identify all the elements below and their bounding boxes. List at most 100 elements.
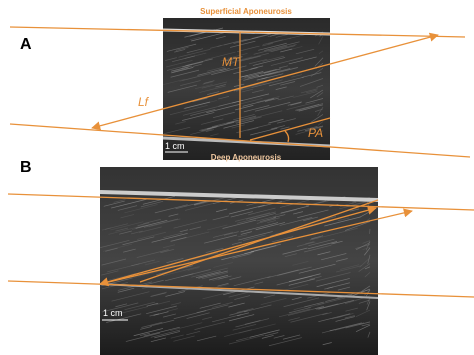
texture-streak [165, 291, 186, 297]
texture-streak [196, 304, 229, 314]
texture-streak [228, 334, 265, 345]
texture-streak [321, 329, 335, 334]
texture-streak [122, 313, 142, 319]
texture-streak [288, 306, 312, 314]
texture-streak [318, 313, 351, 323]
texture-streak [344, 315, 355, 319]
texture-streak [199, 302, 221, 309]
mt-label: MT [222, 55, 241, 69]
scale-label: 1 cm [165, 141, 185, 151]
texture-streak [212, 314, 242, 323]
texture-streak [334, 322, 365, 331]
texture-streak [335, 316, 356, 322]
texture-streak [268, 337, 302, 347]
texture-streak [288, 317, 300, 321]
texture-streak [291, 296, 302, 301]
deep-line [9, 123, 471, 158]
texture-streak [117, 287, 135, 293]
texture-streak [101, 302, 139, 313]
texture-streak [133, 328, 164, 337]
texture-streak [249, 329, 280, 338]
texture-streak [151, 291, 168, 297]
texture-streak [186, 312, 210, 319]
texture-streak [153, 311, 169, 316]
texture-streak [232, 323, 257, 331]
texture-streak [316, 303, 339, 310]
panel-label: A [20, 36, 32, 53]
texture-streak [337, 286, 351, 291]
fascicle-arrow [99, 208, 413, 285]
texture-streak [194, 321, 225, 330]
texture-streak [228, 314, 255, 322]
texture-streak [224, 329, 252, 337]
texture-streak [287, 306, 323, 316]
angle-arc [284, 130, 290, 143]
texture-streak [141, 321, 163, 328]
texture-streak [264, 332, 279, 337]
texture-streak [318, 299, 355, 310]
texture-streak [170, 322, 203, 332]
texture-streak [355, 309, 371, 317]
lf-label: Lf [138, 95, 150, 109]
texture-streak [154, 331, 181, 339]
texture-streak [196, 335, 217, 342]
texture-streak [236, 308, 254, 313]
deep-line [7, 280, 474, 298]
texture-streak [229, 310, 248, 316]
texture-streak [124, 301, 155, 311]
texture-streak [319, 130, 324, 135]
superficial-label: Superficial Aponeurosis [200, 7, 292, 16]
texture-streak [210, 133, 219, 137]
texture-streak [212, 302, 233, 308]
texture-streak [115, 303, 128, 308]
texture-streak [113, 199, 126, 203]
texture-streak [260, 297, 287, 306]
texture-streak [170, 334, 184, 339]
texture-streak [155, 300, 171, 306]
texture-streak [163, 313, 176, 318]
texture-streak [282, 334, 301, 340]
pa-label: PA [308, 126, 323, 140]
texture-streak [202, 290, 236, 300]
texture-streak [235, 337, 249, 342]
texture-streak [111, 291, 150, 302]
deep-label: Deep Aponeurosis [211, 153, 282, 162]
texture-streak [140, 332, 150, 336]
texture-streak [150, 319, 175, 327]
scale-label: 1 cm [103, 308, 123, 318]
texture-streak [322, 312, 332, 316]
texture-streak [150, 292, 166, 298]
texture-streak [367, 331, 371, 338]
texture-streak [173, 335, 195, 342]
texture-streak [103, 200, 125, 207]
fascicle-arrow [91, 32, 439, 131]
texture-streak [235, 318, 270, 328]
texture-streak [140, 326, 152, 330]
texture-streak [366, 297, 371, 305]
texture-streak [290, 312, 328, 323]
texture-streak [361, 285, 371, 292]
texture-streak [358, 321, 371, 326]
superficial-line [7, 193, 474, 211]
texture-streak [146, 305, 177, 315]
texture-streak [283, 297, 320, 308]
texture-streak [336, 313, 354, 318]
aponeurosis-band [99, 190, 379, 202]
texture-streak [261, 335, 274, 339]
fascicle-line [139, 199, 379, 283]
texture-streak [329, 322, 362, 332]
texture-streak [150, 337, 166, 343]
texture-streak [322, 342, 332, 346]
fascicle-arrow [99, 205, 377, 287]
texture-streak [166, 308, 178, 312]
texture-streak [228, 302, 245, 308]
texture-streak [278, 308, 311, 318]
texture-streak [361, 323, 370, 327]
texture-streak [345, 307, 358, 312]
texture-streak [125, 332, 160, 342]
texture-streak [262, 198, 276, 203]
texture-streak [317, 297, 346, 306]
texture-streak [355, 324, 371, 332]
texture-streak [186, 331, 201, 336]
texture-streak [119, 306, 149, 314]
